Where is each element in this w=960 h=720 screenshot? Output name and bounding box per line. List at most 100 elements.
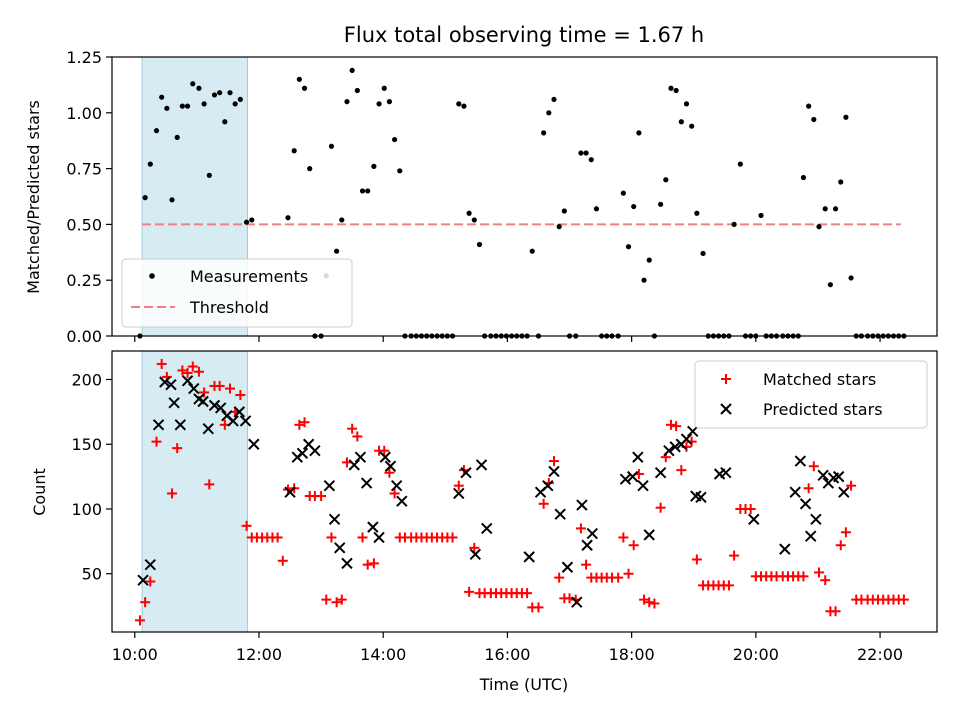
matched-star-marker bbox=[554, 572, 565, 583]
measurement-point bbox=[541, 130, 547, 136]
measurement-point bbox=[731, 221, 737, 227]
measurement-point bbox=[636, 130, 642, 136]
matched-star-marker bbox=[336, 594, 347, 605]
predicted-star-marker bbox=[663, 445, 675, 457]
x-tick-label: 20:00 bbox=[733, 645, 779, 664]
matched-star-marker bbox=[628, 540, 639, 551]
predicted-star-marker bbox=[687, 425, 699, 437]
predicted-star-marker bbox=[481, 522, 493, 535]
matched-star-marker bbox=[321, 594, 332, 605]
top-legend-box bbox=[121, 258, 353, 328]
predicted-star-marker bbox=[137, 574, 149, 586]
predicted-star-marker bbox=[832, 470, 845, 483]
predicted-star-marker bbox=[174, 419, 187, 431]
measurement-point bbox=[843, 114, 849, 120]
matched-star-marker bbox=[167, 488, 178, 499]
x-tick-label: 18:00 bbox=[609, 645, 655, 664]
predicted-star-marker bbox=[542, 479, 554, 492]
predicted-star-marker bbox=[581, 539, 593, 551]
matched-star-marker bbox=[447, 532, 458, 543]
bottom-legend-box bbox=[694, 360, 928, 429]
measurement-point bbox=[359, 188, 366, 194]
measurement-point bbox=[307, 166, 313, 172]
predicted-star-marker bbox=[208, 399, 221, 412]
measurement-point bbox=[456, 101, 462, 107]
measurement-point bbox=[578, 150, 584, 156]
matched-star-marker bbox=[613, 572, 624, 583]
matched-star-marker bbox=[745, 503, 756, 514]
predicted-star-marker bbox=[669, 441, 681, 453]
x-tick-label: 22:00 bbox=[857, 645, 903, 664]
matched-star-marker bbox=[299, 417, 310, 428]
measurement-point bbox=[344, 99, 350, 105]
measurement-point bbox=[371, 163, 377, 169]
matched-star-marker bbox=[798, 571, 809, 582]
measurement-point bbox=[827, 282, 833, 288]
matched-star-marker bbox=[193, 366, 204, 377]
measurement-point bbox=[848, 275, 854, 281]
predicted-star-marker bbox=[838, 486, 850, 498]
matched-star-marker bbox=[316, 491, 327, 502]
matched-star-marker bbox=[294, 419, 305, 430]
measurement-point bbox=[583, 150, 589, 156]
top-y-axis-label: Matched/Predicted stars bbox=[24, 100, 43, 294]
measurement-point bbox=[397, 168, 403, 174]
matched-star-marker bbox=[820, 575, 831, 586]
matched-star-marker bbox=[453, 480, 464, 491]
matched-star-marker bbox=[326, 532, 337, 543]
measurement-point bbox=[476, 241, 483, 248]
measurement-point bbox=[832, 206, 839, 212]
predicted-star-marker bbox=[188, 382, 200, 395]
top-y-tick-label: 0.75 bbox=[66, 160, 102, 179]
matched-star-marker bbox=[723, 580, 734, 591]
measurement-point bbox=[328, 143, 335, 149]
measurement-point bbox=[625, 244, 632, 250]
predicted-star-marker bbox=[523, 551, 535, 563]
measurement-point bbox=[349, 67, 355, 73]
measurement-point bbox=[466, 210, 472, 216]
measurement-point bbox=[147, 161, 153, 167]
measurement-point bbox=[184, 103, 191, 109]
matched-star-marker bbox=[277, 555, 288, 566]
matched-star-marker bbox=[729, 550, 740, 561]
measurement-point bbox=[646, 257, 652, 263]
predicted-star-marker bbox=[637, 479, 649, 492]
predicted-star-marker bbox=[453, 487, 465, 500]
matched-star-marker bbox=[676, 465, 687, 476]
matched-star-marker bbox=[368, 558, 379, 569]
measurement-point bbox=[561, 208, 567, 214]
measurement-point bbox=[546, 110, 552, 116]
matched-star-marker bbox=[575, 523, 586, 534]
measurement-point bbox=[806, 103, 812, 109]
measurement-point bbox=[301, 85, 308, 91]
predicted-star-marker bbox=[817, 469, 829, 482]
measurement-point bbox=[164, 105, 170, 111]
predicted-star-marker bbox=[328, 513, 341, 526]
measurement-point bbox=[169, 197, 175, 203]
measurement-point bbox=[461, 103, 467, 109]
measurement-point bbox=[391, 136, 398, 143]
legend-matched-marker bbox=[721, 374, 731, 384]
matched-star-marker bbox=[835, 540, 846, 551]
matched-star-marker bbox=[639, 594, 650, 605]
predicted-star-marker bbox=[548, 465, 560, 478]
matched-star-marker bbox=[199, 387, 210, 398]
measurement-point bbox=[816, 224, 822, 230]
measurement-point bbox=[153, 128, 160, 134]
predicted-star-marker bbox=[748, 513, 760, 526]
measurement-point bbox=[631, 203, 637, 210]
matched-star-marker bbox=[469, 542, 480, 553]
measurement-point bbox=[529, 248, 535, 254]
legend-matched-label: Matched stars bbox=[763, 370, 876, 389]
predicted-star-marker bbox=[323, 479, 336, 492]
predicted-star-marker bbox=[214, 402, 227, 414]
predicted-star-marker bbox=[799, 498, 812, 510]
measurement-point bbox=[217, 90, 223, 96]
predicted-star-marker bbox=[197, 395, 209, 408]
matched-star-marker bbox=[214, 380, 225, 391]
matched-star-marker bbox=[357, 532, 368, 543]
predicted-star-marker bbox=[561, 561, 574, 573]
predicted-star-marker bbox=[384, 460, 397, 472]
predicted-star-marker bbox=[348, 459, 360, 471]
